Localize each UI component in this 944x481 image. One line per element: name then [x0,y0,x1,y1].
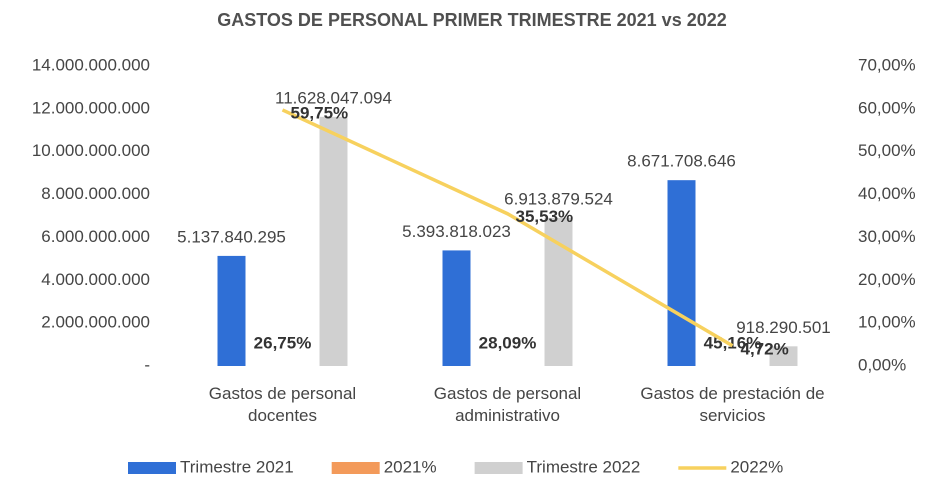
data-label: 26,75% [254,333,312,352]
y2-tick-label: 0,00% [858,355,906,374]
y-tick-label: 10.000.000.000 [32,141,150,160]
y-tick-label: 2.000.000.000 [41,313,150,332]
line [281,108,734,348]
y2-tick-label: 10,00% [858,313,916,332]
bar [667,180,696,366]
data-label: 6.913.879.524 [504,189,613,208]
data-label: 11.628.047.094 [275,88,392,107]
chart-title: GASTOS DE PERSONAL PRIMER TRIMESTRE 2021… [217,10,727,30]
x-tick-label: Gastos de personal docentes [208,384,357,425]
legend-swatch [474,462,523,474]
y-tick-label: 12.000.000.000 [32,98,150,117]
data-label: 5.393.818.023 [402,222,511,241]
data-label: 918.290.501 [736,318,831,337]
legend-label: 2022% [730,457,783,476]
y2-tick-label: 40,00% [858,184,916,203]
x-tick-label: Gastos de personal administrativo [433,384,582,425]
y-tick-label: 8.000.000.000 [41,184,150,203]
legend-swatch [331,462,380,474]
y2-tick-label: 60,00% [858,98,916,117]
bar [319,116,348,366]
y-tick-label: 6.000.000.000 [41,227,150,246]
legend-label: Trimestre 2021 [180,457,294,476]
data-label: 28,09% [479,333,537,352]
y2-tick-label: 70,00% [858,55,916,74]
data-label: 8.671.708.646 [627,152,736,171]
legend-label: 2021% [384,457,437,476]
data-label: 5.137.840.295 [177,227,286,246]
y2-tick-label: 30,00% [858,227,916,246]
data-label: 4,72% [741,339,789,358]
legend-swatch [128,462,176,474]
y2-tick-label: 20,00% [858,270,916,289]
legend-label: Trimestre 2022 [527,457,641,476]
y-tick-label: - [144,355,150,374]
data-label: 35,53% [516,207,574,226]
y-tick-label: 14.000.000.000 [32,55,150,74]
y2-tick-label: 50,00% [858,141,916,160]
bar [442,250,471,366]
bar [544,217,573,366]
bar [217,255,246,366]
bar [769,346,798,366]
y-tick-label: 4.000.000.000 [41,270,150,289]
data-label: 59,75% [291,103,349,122]
x-tick-label: Gastos de prestación de servicios [640,384,825,425]
